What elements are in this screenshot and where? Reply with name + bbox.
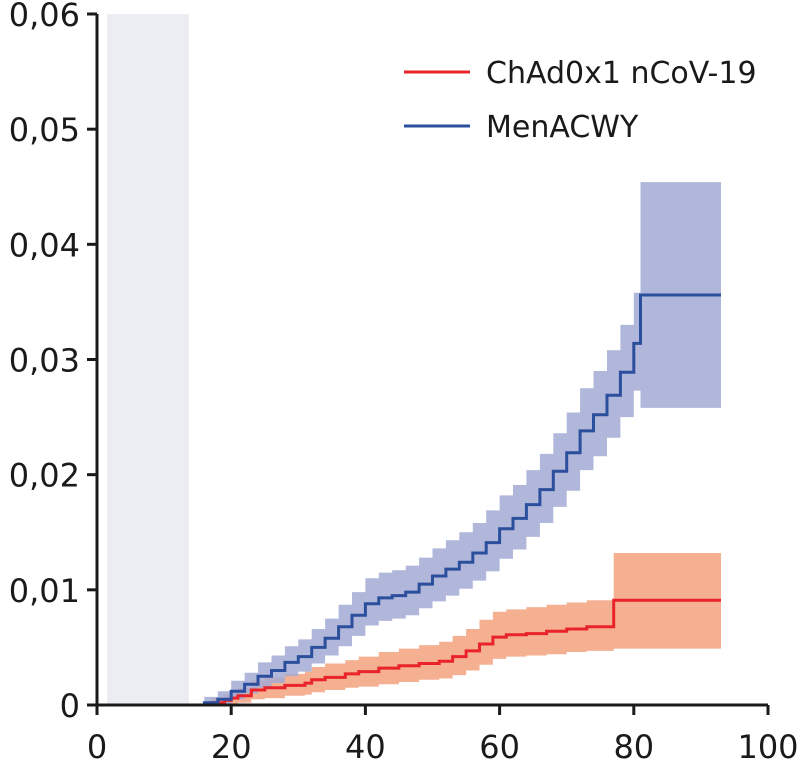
y-tick-label: 0 xyxy=(60,687,80,725)
x-tick-label: 100 xyxy=(737,728,798,766)
legend: ChAd0x1 nCoV-19 MenACWY xyxy=(404,56,757,145)
y-tick-label: 0,01 xyxy=(9,572,80,610)
series-line-1 xyxy=(97,293,721,707)
y-tick-label: 0,06 xyxy=(9,0,80,34)
x-tick-label: 20 xyxy=(211,728,252,766)
confidence-band-1 xyxy=(97,182,721,706)
y-tick-label: 0,04 xyxy=(9,226,80,264)
shaded-region xyxy=(107,14,189,705)
confidence-band-0 xyxy=(97,553,721,705)
series-line-0 xyxy=(97,598,721,707)
y-tick-label: 0,03 xyxy=(9,342,80,380)
x-tick-label: 40 xyxy=(345,728,386,766)
x-tick-label: 0 xyxy=(87,728,107,766)
y-tick-label: 0,02 xyxy=(9,457,80,495)
x-tick-label: 80 xyxy=(613,728,654,766)
y-tick-label: 0,05 xyxy=(9,111,80,149)
legend-label: ChAd0x1 nCoV-19 xyxy=(486,56,757,91)
x-tick-label: 60 xyxy=(479,728,520,766)
legend-label: MenACWY xyxy=(486,110,639,145)
